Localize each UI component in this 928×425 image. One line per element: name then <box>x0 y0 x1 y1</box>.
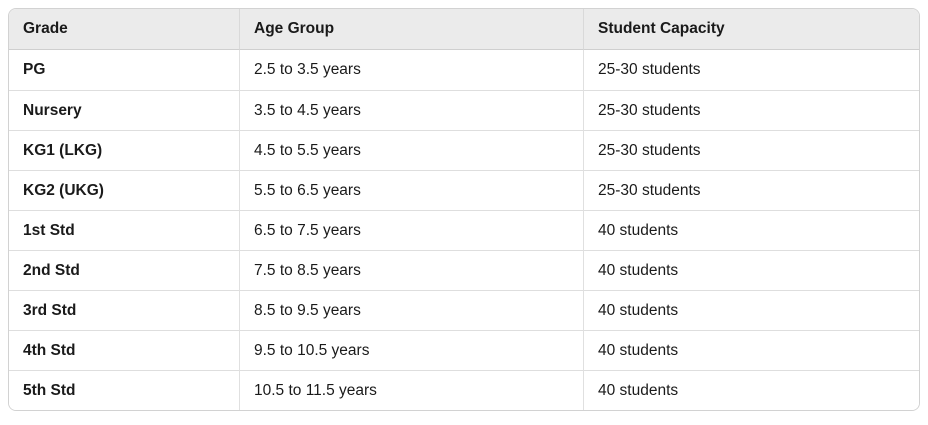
cell-age: 2.5 to 3.5 years <box>239 50 583 90</box>
cell-age: 7.5 to 8.5 years <box>239 250 583 290</box>
cell-capacity: 40 students <box>583 250 919 290</box>
table-row: Nursery 3.5 to 4.5 years 25-30 students <box>9 90 919 130</box>
cell-age: 8.5 to 9.5 years <box>239 290 583 330</box>
cell-age: 3.5 to 4.5 years <box>239 90 583 130</box>
cell-age: 4.5 to 5.5 years <box>239 130 583 170</box>
cell-grade: 5th Std <box>9 370 239 410</box>
grade-capacity-table: Grade Age Group Student Capacity PG 2.5 t… <box>9 9 919 410</box>
cell-capacity: 25-30 students <box>583 90 919 130</box>
cell-capacity: 25-30 students <box>583 50 919 90</box>
cell-capacity: 40 students <box>583 290 919 330</box>
column-header-age-group: Age Group <box>239 9 583 50</box>
cell-grade: 3rd Std <box>9 290 239 330</box>
table-row: 4th Std 9.5 to 10.5 years 40 students <box>9 330 919 370</box>
cell-capacity: 40 students <box>583 210 919 250</box>
cell-grade: PG <box>9 50 239 90</box>
cell-grade: Nursery <box>9 90 239 130</box>
cell-capacity: 40 students <box>583 370 919 410</box>
table-row: KG1 (LKG) 4.5 to 5.5 years 25-30 students <box>9 130 919 170</box>
cell-grade: 4th Std <box>9 330 239 370</box>
column-header-student-capacity: Student Capacity <box>583 9 919 50</box>
cell-capacity: 25-30 students <box>583 170 919 210</box>
cell-grade: 1st Std <box>9 210 239 250</box>
cell-age: 6.5 to 7.5 years <box>239 210 583 250</box>
table-row: 3rd Std 8.5 to 9.5 years 40 students <box>9 290 919 330</box>
cell-grade: KG2 (UKG) <box>9 170 239 210</box>
table-container: Grade Age Group Student Capacity PG 2.5 t… <box>8 8 920 411</box>
cell-grade: 2nd Std <box>9 250 239 290</box>
column-header-grade: Grade <box>9 9 239 50</box>
cell-age: 10.5 to 11.5 years <box>239 370 583 410</box>
cell-capacity: 40 students <box>583 330 919 370</box>
cell-grade: KG1 (LKG) <box>9 130 239 170</box>
table-row: 2nd Std 7.5 to 8.5 years 40 students <box>9 250 919 290</box>
table-row: PG 2.5 to 3.5 years 25-30 students <box>9 50 919 90</box>
header-row: Grade Age Group Student Capacity <box>9 9 919 50</box>
cell-capacity: 25-30 students <box>583 130 919 170</box>
cell-age: 9.5 to 10.5 years <box>239 330 583 370</box>
cell-age: 5.5 to 6.5 years <box>239 170 583 210</box>
table-row: 1st Std 6.5 to 7.5 years 40 students <box>9 210 919 250</box>
table-row: KG2 (UKG) 5.5 to 6.5 years 25-30 students <box>9 170 919 210</box>
table-row: 5th Std 10.5 to 11.5 years 40 students <box>9 370 919 410</box>
